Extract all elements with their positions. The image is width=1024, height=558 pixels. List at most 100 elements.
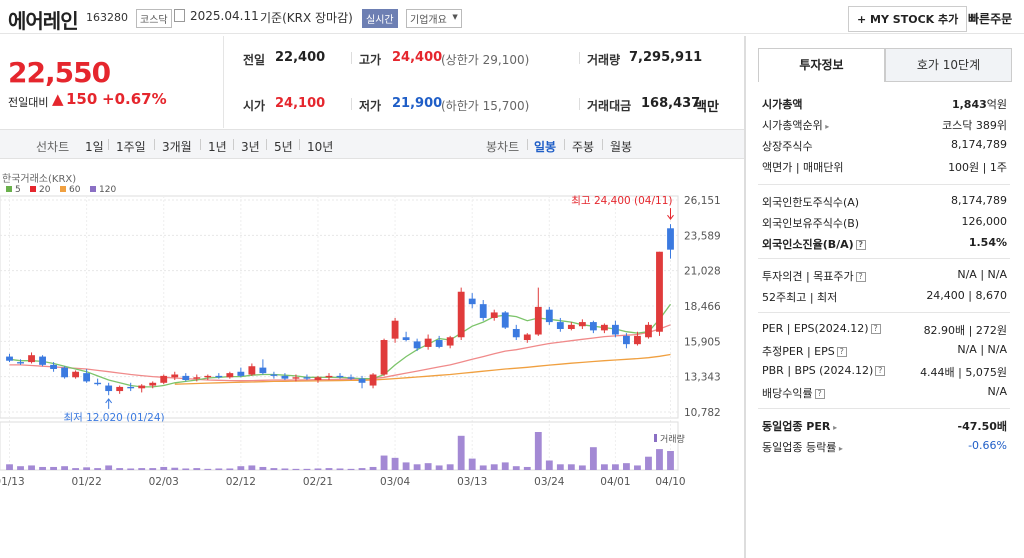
candle-daily[interactable]: 일봉 bbox=[534, 140, 557, 154]
company-overview-dropdown[interactable]: 기업개요 ▼ bbox=[406, 9, 462, 28]
period-3y[interactable]: 3년 bbox=[241, 140, 260, 154]
period-10y[interactable]: 10년 bbox=[307, 140, 334, 154]
volume-bar bbox=[545, 460, 553, 470]
candle-body bbox=[656, 251, 663, 332]
info-label[interactable]: 추정PER | EPS? bbox=[762, 343, 847, 359]
high-value: 24,400 bbox=[392, 50, 443, 65]
candle-body bbox=[292, 377, 300, 379]
candle-body bbox=[248, 366, 256, 375]
line-chart-label: 선차트 bbox=[36, 140, 70, 154]
legend-swatch bbox=[30, 186, 36, 192]
info-label[interactable]: 시가총액순위 ▸ bbox=[762, 119, 830, 132]
realtime-button[interactable]: 실시간 bbox=[362, 9, 398, 28]
volume-value: 7,295,911 bbox=[629, 50, 703, 65]
period-1w[interactable]: 1주일 bbox=[116, 140, 146, 154]
info-label[interactable]: PER | EPS(2024.12)? bbox=[762, 322, 881, 335]
volume-bar bbox=[292, 468, 300, 470]
volume-bar bbox=[600, 464, 608, 470]
calendar-icon[interactable] bbox=[174, 9, 185, 22]
period-5y[interactable]: 5년 bbox=[274, 140, 293, 154]
chart-source-label: 한국거래소(KRX) bbox=[2, 173, 76, 185]
volume-bar bbox=[127, 468, 135, 470]
volume-bar bbox=[523, 466, 531, 470]
volume-bar bbox=[105, 465, 113, 470]
help-icon[interactable]: ? bbox=[870, 324, 881, 334]
candle-body bbox=[160, 375, 168, 383]
info-label[interactable]: 동일업종 등락률 ▸ bbox=[762, 441, 843, 454]
candle-monthly[interactable]: 월봉 bbox=[610, 140, 633, 154]
candle-body bbox=[270, 374, 278, 376]
candle-body bbox=[237, 371, 245, 376]
info-label[interactable]: 투자의견 | 목표주가? bbox=[762, 268, 866, 284]
tab-orderbook[interactable]: 호가 10단계 bbox=[885, 48, 1012, 82]
volume-bar bbox=[556, 464, 564, 470]
volume-bar bbox=[634, 465, 641, 470]
prev-close-value: 22,400 bbox=[275, 50, 326, 65]
volume-bar bbox=[667, 451, 674, 470]
tab-investment-info[interactable]: 투자정보 bbox=[758, 48, 885, 82]
candle-weekly[interactable]: 주봉 bbox=[572, 140, 595, 154]
candle-body bbox=[479, 304, 487, 318]
info-label[interactable]: 배당수익률? bbox=[762, 385, 825, 401]
volume-bar bbox=[446, 464, 454, 470]
info-value: -47.50배 bbox=[957, 420, 1007, 433]
my-stock-add-button[interactable]: + MY STOCK 추가 bbox=[848, 6, 968, 32]
candle-body bbox=[259, 367, 267, 374]
candle-body bbox=[468, 298, 476, 305]
help-icon[interactable]: ? bbox=[836, 347, 847, 357]
volume-bar bbox=[336, 468, 344, 470]
market-badge: 코스닥 bbox=[136, 9, 172, 28]
x-tick-label: 02/21 bbox=[303, 476, 333, 488]
help-icon[interactable]: ? bbox=[875, 366, 886, 376]
volume-label: 거래량 bbox=[660, 433, 685, 445]
x-tick-label: 03/13 bbox=[457, 476, 487, 488]
period-3m[interactable]: 3개월 bbox=[162, 140, 192, 154]
help-icon[interactable]: ? bbox=[814, 389, 825, 399]
volume-bar bbox=[237, 466, 245, 470]
chart-period-bar: 선차트 1일 1주일 3개월 1년 3년 5년 10년 봉차트 일봉 주봉 월봉 bbox=[0, 129, 744, 159]
candle-body bbox=[105, 385, 113, 392]
period-1y[interactable]: 1년 bbox=[208, 140, 227, 154]
volume-bar bbox=[479, 465, 487, 470]
candle-body bbox=[391, 320, 399, 339]
info-label[interactable]: 외국인소진율(B/A)? bbox=[762, 236, 866, 252]
stock-code: 163280 bbox=[86, 11, 128, 24]
volume-bar bbox=[358, 468, 366, 470]
x-tick-label: 01/22 bbox=[71, 476, 101, 488]
candle-body bbox=[623, 335, 630, 345]
x-tick-label: 04/10 bbox=[655, 476, 685, 488]
candle-body bbox=[61, 367, 69, 378]
candle-body bbox=[325, 375, 333, 378]
candle-body bbox=[634, 335, 641, 345]
my-stock-label: MY STOCK 추가 bbox=[870, 13, 959, 26]
help-icon[interactable]: ? bbox=[855, 240, 866, 250]
volume-bar bbox=[645, 456, 652, 470]
info-label[interactable]: PBR | BPS (2024.12)? bbox=[762, 364, 886, 377]
x-tick-label: 03/04 bbox=[380, 476, 411, 488]
volume-bar bbox=[490, 464, 498, 470]
volume-bar bbox=[303, 468, 311, 470]
candle-body bbox=[402, 337, 410, 341]
volume-bar bbox=[215, 468, 223, 470]
up-triangle-icon: ▲ bbox=[52, 90, 64, 108]
volume-bar bbox=[160, 466, 168, 470]
candle-body bbox=[347, 377, 355, 379]
stock-name: 에어레인 bbox=[8, 9, 79, 33]
info-label[interactable]: 동일업종 PER ▸ bbox=[762, 420, 838, 433]
candle-body bbox=[303, 377, 311, 379]
period-1d[interactable]: 1일 bbox=[85, 140, 104, 154]
low-annotation: 최저 12,020 (01/24) bbox=[63, 412, 164, 424]
legend-label: 120 bbox=[99, 185, 116, 195]
y-tick-label: 26,151 bbox=[684, 195, 721, 207]
volume-plot-area bbox=[0, 421, 679, 471]
candle-body bbox=[523, 334, 531, 341]
low-arrow bbox=[105, 398, 113, 409]
y-tick-label: 13,343 bbox=[684, 372, 721, 384]
volume-bar bbox=[314, 468, 322, 470]
candle-body bbox=[645, 324, 652, 338]
candle-body bbox=[193, 377, 201, 379]
info-value: 4.44배 | 5,075원 bbox=[920, 366, 1007, 379]
stock-candle-chart[interactable]: 한국거래소(KRX)5 20 60 120 26,151 23,589 21,028 18,4… bbox=[0, 160, 744, 558]
quick-order-button[interactable]: 빠른주문 bbox=[968, 12, 1013, 26]
help-icon[interactable]: ? bbox=[855, 272, 866, 282]
